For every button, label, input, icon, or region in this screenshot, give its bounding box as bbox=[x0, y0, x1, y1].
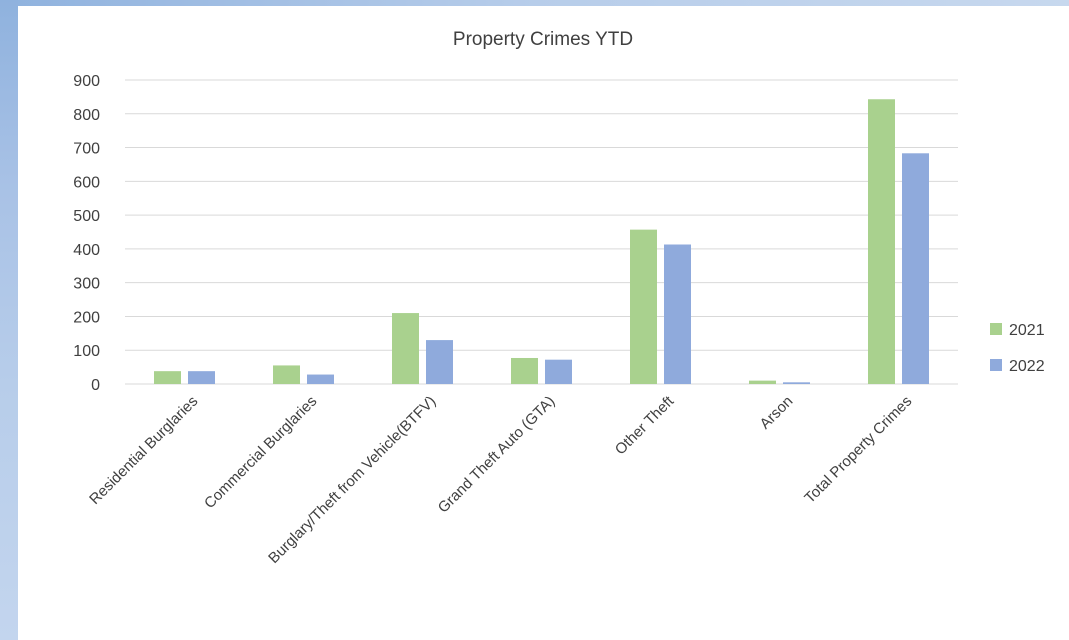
bar-2022-4 bbox=[664, 244, 691, 384]
legend-swatch-2022 bbox=[990, 359, 1002, 371]
bars bbox=[154, 99, 929, 385]
y-tick-label: 600 bbox=[73, 174, 100, 191]
bar-2022-0 bbox=[188, 371, 215, 384]
y-tick-label: 100 bbox=[73, 343, 100, 360]
legend-label: 2021 bbox=[1009, 322, 1045, 339]
background-strip-top bbox=[0, 0, 1069, 6]
bar-2021-2 bbox=[392, 313, 419, 384]
legend-swatch-2021 bbox=[990, 323, 1002, 335]
y-tick-label: 500 bbox=[73, 208, 100, 225]
bar-2022-6 bbox=[902, 153, 929, 384]
y-tick-label: 800 bbox=[73, 107, 100, 124]
bar-2021-0 bbox=[154, 371, 181, 384]
bar-2021-1 bbox=[273, 365, 300, 384]
y-axis-ticks: 0 100 200 300 400 500 600 700 800 900 bbox=[73, 73, 100, 394]
y-tick-label: 300 bbox=[73, 276, 100, 293]
bar-2022-1 bbox=[307, 374, 334, 384]
bar-2022-3 bbox=[545, 359, 572, 384]
bar-2021-5 bbox=[749, 380, 776, 384]
bar-2021-3 bbox=[511, 357, 538, 384]
y-tick-label: 700 bbox=[73, 141, 100, 158]
y-tick-label: 200 bbox=[73, 309, 100, 326]
bar-2022-5 bbox=[783, 382, 810, 384]
bar-2021-4 bbox=[630, 229, 657, 384]
gridlines bbox=[125, 79, 958, 385]
bar-2021-6 bbox=[868, 99, 895, 385]
y-tick-label: 900 bbox=[73, 73, 100, 90]
background-strip-left bbox=[0, 0, 18, 640]
y-tick-label: 0 bbox=[91, 377, 100, 394]
legend-label: 2022 bbox=[1009, 358, 1045, 375]
bar-2022-2 bbox=[426, 340, 453, 384]
y-tick-label: 400 bbox=[73, 242, 100, 259]
legend: 2021 2022 bbox=[990, 322, 1045, 375]
chart-title: Property Crimes YTD bbox=[453, 29, 633, 50]
